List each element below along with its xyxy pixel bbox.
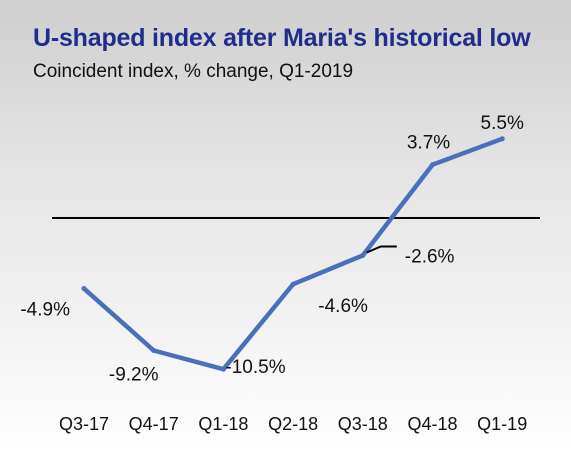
data-label-q3-17: -4.9%: [20, 300, 70, 321]
x-tick-label-q4-17: Q4-17: [129, 414, 179, 434]
data-label-q1-19: 5.5%: [481, 113, 524, 134]
x-tick-label-q1-18: Q1-18: [198, 414, 248, 434]
data-point-q4-17: [151, 347, 157, 353]
chart-subtitle: Coincident index, % change, Q1-2019: [33, 61, 354, 82]
x-tick-label-q4-18: Q4-18: [407, 414, 457, 434]
data-point-q3-17: [81, 286, 87, 292]
data-label-q4-18: 3.7%: [407, 133, 450, 154]
data-point-q3-18: [360, 252, 366, 258]
data-point-q2-18: [290, 281, 296, 287]
x-tick-label-q3-18: Q3-18: [338, 414, 388, 434]
data-label-q4-17: -9.2%: [109, 364, 159, 385]
x-tick-label-q3-17: Q3-17: [59, 414, 109, 434]
chart-title: U-shaped index after Maria's historical …: [33, 24, 531, 52]
data-label-q1-18: -10.5%: [225, 357, 285, 378]
x-tick-label-q1-19: Q1-19: [477, 414, 527, 434]
x-tick-label-q2-18: Q2-18: [268, 414, 318, 434]
leader-line-q3-18: [366, 245, 397, 254]
data-label-q3-18: -2.6%: [405, 246, 455, 267]
data-label-q2-18: -4.6%: [318, 296, 368, 317]
data-point-q1-19: [499, 136, 505, 142]
data-point-q4-18: [430, 162, 435, 168]
data-point-q1-18: [220, 366, 226, 372]
